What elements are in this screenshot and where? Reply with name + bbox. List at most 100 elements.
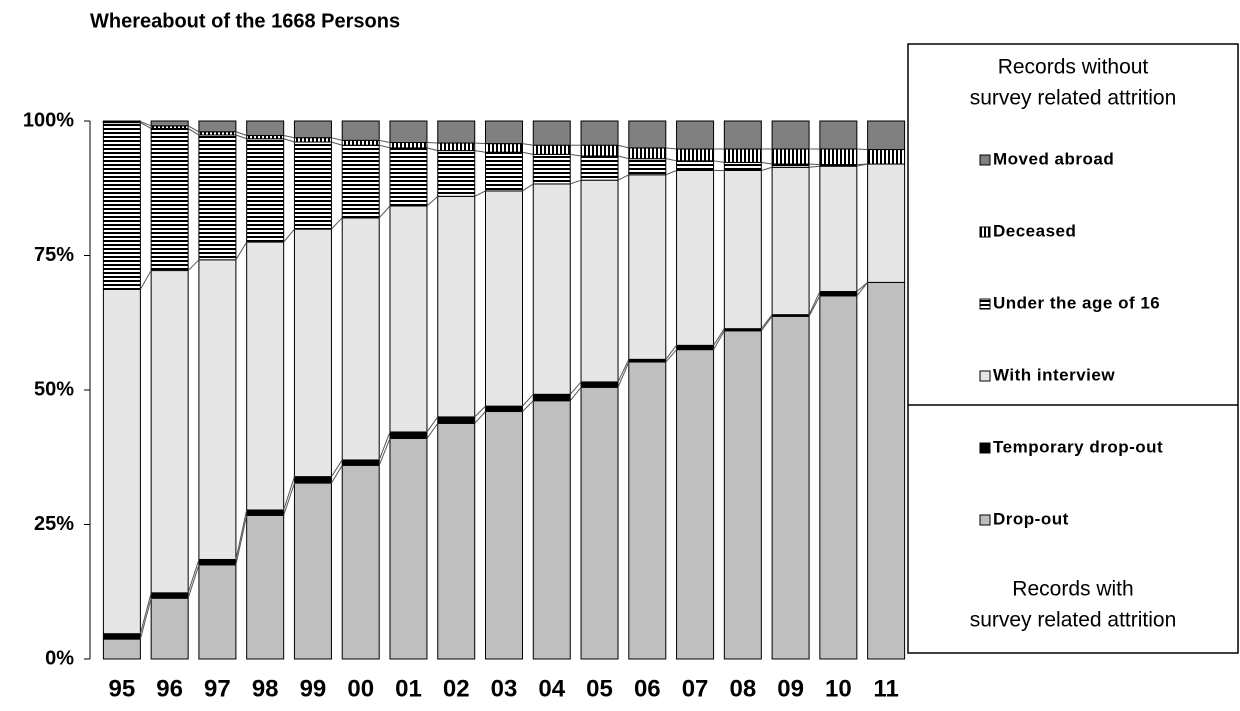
chart-title: Whereabout of the 1668 Persons [90, 10, 400, 32]
x-tick-label: 03 [491, 675, 518, 702]
bar-segment [246, 241, 285, 511]
series-connector [140, 122, 152, 129]
y-tick-label: 25% [34, 513, 74, 535]
series-connector [426, 416, 439, 433]
bar-segment [341, 139, 380, 146]
legend-swatch [979, 226, 991, 238]
series-connector [617, 361, 630, 388]
bar-segment [723, 169, 762, 330]
series-connector [379, 139, 391, 144]
series-connector [665, 345, 677, 360]
series-connector [283, 482, 295, 516]
bar-segment [580, 386, 619, 660]
x-tick-label: 07 [682, 675, 709, 702]
bar-segment [532, 183, 571, 395]
bar-segment [532, 120, 571, 146]
series-connector [283, 135, 295, 139]
legend-swatch [979, 514, 991, 526]
bar-segment [437, 150, 476, 197]
y-tick-label: 0% [45, 647, 74, 669]
bar-segment [628, 174, 667, 360]
bar-segment [389, 147, 428, 207]
series-connector [713, 330, 725, 350]
series-connector [235, 131, 247, 136]
series-connector [331, 141, 343, 146]
bar-segment [676, 344, 715, 351]
bar-segment [628, 120, 667, 149]
bar-segment [771, 166, 810, 316]
series-connector [665, 349, 677, 363]
bar-segment [198, 134, 237, 261]
series-connector [426, 195, 439, 207]
bar-segment [293, 120, 332, 139]
series-connector [809, 165, 820, 168]
bar-segment [150, 120, 189, 127]
series-connector [665, 147, 677, 150]
x-tick-label: 00 [347, 675, 374, 702]
bar-segment [771, 315, 810, 660]
series-connector [283, 476, 295, 511]
bar-segment [485, 411, 523, 660]
bar-segment [676, 148, 715, 162]
legend-swatch [979, 298, 991, 310]
bar-segment [580, 144, 619, 157]
series-connector [570, 153, 582, 157]
legend-label: Under the age of 16 [993, 293, 1160, 312]
series-connector [665, 158, 677, 162]
series-connector [379, 144, 391, 149]
x-tick-label: 08 [729, 675, 756, 702]
bar-segment [867, 120, 906, 151]
series-connector [378, 205, 391, 219]
x-tick-label: 97 [204, 675, 231, 702]
x-tick-label: 09 [777, 675, 804, 702]
series-connector [570, 179, 582, 185]
series-connector [665, 170, 677, 176]
bar-segment [532, 144, 571, 155]
y-tick-label: 50% [34, 378, 74, 400]
bar-segment [198, 564, 237, 660]
series-connector [760, 315, 773, 332]
x-tick-label: 95 [109, 675, 136, 702]
series-connector [522, 393, 534, 407]
y-tick-label: 100% [23, 109, 74, 131]
series-connector [331, 459, 343, 477]
legend-group-title: survey related attrition [970, 609, 1177, 632]
bar-segment [198, 259, 237, 560]
bar-segment [628, 158, 667, 176]
bar-segment [819, 291, 858, 297]
bar-segment [437, 120, 476, 144]
series-connector [187, 128, 200, 136]
bar-segment [819, 120, 858, 150]
bar-segment [389, 437, 428, 660]
bar-segment [293, 228, 332, 478]
bar-segment [246, 120, 285, 137]
series-connector [809, 163, 820, 166]
series-connector [474, 142, 486, 145]
series-connector [139, 598, 152, 640]
legend-label: Temporary drop-out [993, 437, 1163, 456]
bar-segment [150, 592, 189, 599]
bar-segment [867, 149, 906, 165]
legend-box [907, 43, 1239, 654]
bar-segment [389, 120, 428, 144]
bar-segment [580, 155, 619, 181]
series-connector [235, 241, 248, 261]
series-connector [617, 359, 630, 383]
bar-segment [580, 120, 619, 146]
bar-segment [102, 122, 141, 290]
x-tick-label: 05 [586, 675, 613, 702]
bar-segment [532, 393, 571, 402]
series-connector [283, 138, 295, 143]
series-connector [187, 125, 200, 133]
bar-segment [293, 141, 332, 230]
bar-segment [437, 416, 476, 424]
bar-segment [867, 281, 906, 660]
x-tick-label: 06 [634, 675, 661, 702]
series-connector [426, 142, 438, 144]
bar-segment [819, 165, 858, 293]
series-connector [283, 228, 295, 243]
series-connector [856, 282, 868, 292]
series-connector [378, 431, 391, 461]
legend-label: With interview [993, 365, 1115, 384]
series-connector [569, 381, 582, 395]
